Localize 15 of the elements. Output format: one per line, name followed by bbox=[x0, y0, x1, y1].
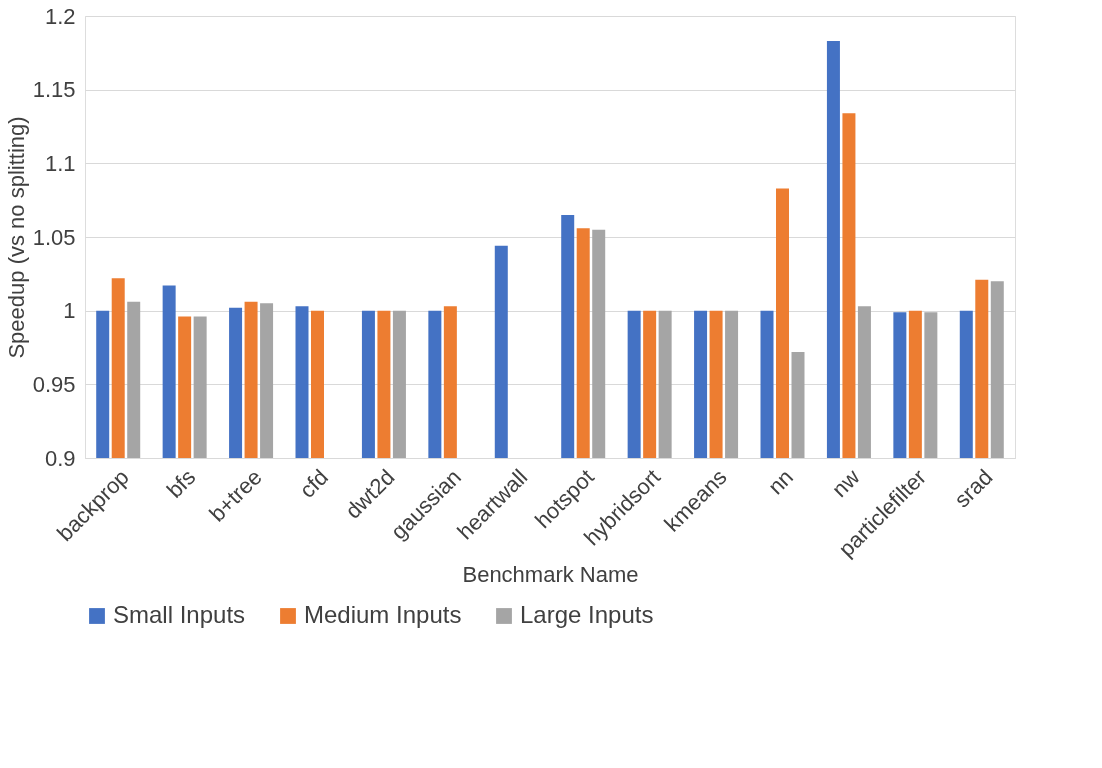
y-tick-label: 1 bbox=[63, 298, 76, 324]
legend-label: Small Inputs bbox=[113, 601, 246, 628]
y-axis-title: Speedup (vs no splitting) bbox=[3, 116, 29, 359]
x-tick-label: bfs bbox=[161, 464, 201, 503]
y-tick-label: 0.9 bbox=[44, 445, 76, 471]
x-tick-label: cfd bbox=[294, 464, 334, 503]
y-tick-label: 1.1 bbox=[44, 150, 76, 176]
x-axis-title: Benchmark Name bbox=[462, 561, 639, 587]
y-tick-label: 0.95 bbox=[32, 371, 76, 397]
y-tick-label: 1.05 bbox=[32, 224, 76, 250]
y-tick-label: 1.15 bbox=[32, 77, 76, 103]
legend-label: Large Inputs bbox=[520, 601, 654, 628]
legend-label: Medium Inputs bbox=[304, 601, 462, 628]
y-tick-label: 1.2 bbox=[44, 3, 76, 29]
x-tick-label: nn bbox=[763, 464, 799, 500]
